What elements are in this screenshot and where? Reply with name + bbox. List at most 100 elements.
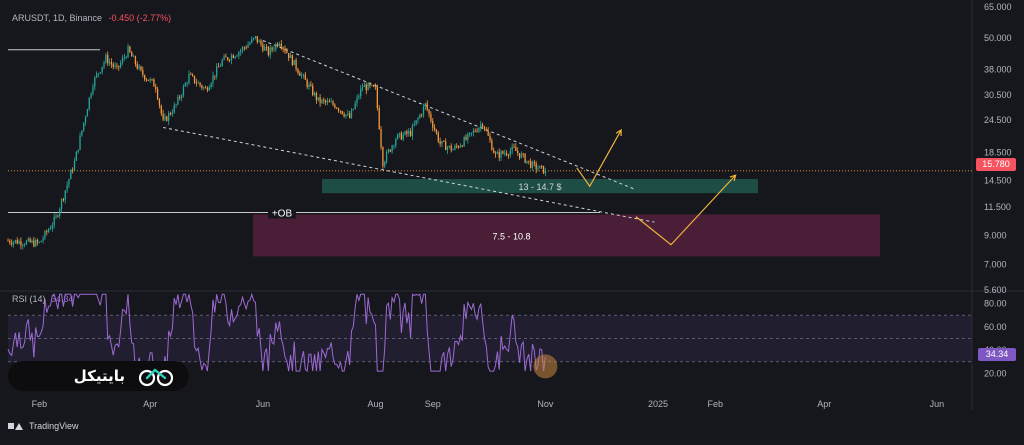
candle-body bbox=[188, 73, 190, 84]
candle-body bbox=[20, 241, 22, 246]
candle-body bbox=[452, 149, 454, 151]
candle-body bbox=[121, 58, 124, 63]
candle-body bbox=[66, 184, 68, 191]
candle-body bbox=[467, 134, 469, 140]
candle-body bbox=[136, 64, 138, 69]
candle-body bbox=[291, 55, 294, 65]
candle-body bbox=[217, 66, 220, 68]
candle-body bbox=[77, 149, 79, 152]
candle-body bbox=[406, 131, 408, 134]
candle-body bbox=[162, 113, 164, 120]
candle-body bbox=[232, 55, 234, 58]
candle-body bbox=[262, 44, 264, 51]
candle-body bbox=[22, 245, 24, 246]
candle-body bbox=[293, 59, 295, 65]
candle-body bbox=[110, 62, 113, 65]
candle-body bbox=[49, 228, 52, 230]
candle-body bbox=[264, 47, 266, 51]
candle-body bbox=[457, 146, 460, 148]
price-axis-tick: 65.000 bbox=[984, 2, 1012, 12]
candle-body bbox=[334, 104, 336, 108]
candle-body bbox=[14, 240, 17, 242]
candle-body bbox=[60, 199, 63, 209]
candle-body bbox=[500, 151, 502, 158]
candle-body bbox=[330, 101, 332, 103]
candle-body bbox=[450, 145, 452, 151]
candle-body bbox=[206, 88, 209, 91]
candle-body bbox=[302, 74, 305, 76]
candle-body bbox=[267, 47, 270, 56]
candle-body bbox=[539, 165, 541, 169]
candle-body bbox=[528, 160, 530, 162]
rsi-line bbox=[7, 292, 546, 373]
candle-body bbox=[413, 124, 415, 126]
candle-body bbox=[23, 244, 26, 246]
candle-body bbox=[459, 145, 462, 148]
candle-body bbox=[131, 52, 133, 57]
candle-body bbox=[276, 43, 279, 46]
candle-body bbox=[190, 73, 192, 75]
candle-body bbox=[75, 151, 77, 161]
candle-body bbox=[522, 153, 524, 155]
platform-name: TradingView bbox=[29, 421, 79, 431]
candle-body bbox=[282, 47, 284, 49]
candle-body bbox=[238, 52, 240, 56]
candle-body bbox=[422, 106, 425, 115]
candle-body bbox=[86, 109, 89, 117]
candle-body bbox=[354, 103, 356, 109]
candle-body bbox=[116, 65, 118, 67]
rsi-axis-tick: 80.00 bbox=[984, 299, 1007, 309]
candle-body bbox=[195, 82, 198, 84]
candle-body bbox=[95, 73, 98, 78]
price-axis-tick: 9.000 bbox=[984, 230, 1007, 240]
candle-body bbox=[201, 85, 203, 89]
candle-body bbox=[378, 107, 380, 130]
candle-body bbox=[345, 114, 347, 117]
candle-body bbox=[496, 152, 499, 154]
candle-body bbox=[385, 152, 388, 162]
candle-body bbox=[51, 225, 53, 229]
candle-body bbox=[273, 49, 275, 51]
candle-body bbox=[509, 150, 511, 156]
last-rsi-badge: 34.34 bbox=[978, 348, 1016, 361]
candle-body bbox=[515, 147, 517, 152]
candle-body bbox=[349, 113, 351, 118]
candle-body bbox=[252, 37, 255, 39]
rsi-highlight-circle bbox=[533, 354, 558, 379]
candle-body bbox=[408, 131, 410, 134]
candle-body bbox=[505, 153, 508, 155]
candle-body bbox=[361, 86, 364, 89]
candle-body bbox=[487, 130, 489, 136]
candle-body bbox=[241, 47, 244, 51]
candle-body bbox=[180, 95, 183, 98]
candle-body bbox=[44, 231, 46, 239]
candle-body bbox=[332, 101, 334, 105]
candle-body bbox=[424, 103, 427, 107]
candle-body bbox=[99, 72, 101, 74]
candle-body bbox=[472, 130, 475, 133]
zone-rect bbox=[253, 214, 880, 257]
candle-body bbox=[491, 140, 493, 151]
candle-body bbox=[123, 57, 125, 59]
candle-body bbox=[382, 147, 384, 167]
candle-body bbox=[182, 86, 185, 96]
candle-body bbox=[149, 79, 151, 81]
price-axis-tick: 11.500 bbox=[984, 202, 1011, 212]
candle-body bbox=[391, 145, 393, 152]
candle-body bbox=[445, 141, 447, 151]
zone-label: 7.5 - 10.8 bbox=[492, 231, 530, 241]
candle-body bbox=[341, 111, 343, 115]
candle-body bbox=[227, 57, 229, 60]
candle-body bbox=[463, 137, 465, 147]
candle-body bbox=[260, 40, 262, 45]
candle-body bbox=[108, 62, 111, 64]
candle-body bbox=[144, 75, 146, 80]
candle-body bbox=[107, 55, 109, 64]
ob-label: +OB bbox=[272, 208, 293, 219]
candle-body bbox=[223, 56, 225, 60]
candle-body bbox=[498, 152, 500, 158]
candle-body bbox=[404, 131, 406, 135]
candle-body bbox=[474, 130, 476, 132]
time-axis-tick: Jun bbox=[256, 399, 271, 409]
